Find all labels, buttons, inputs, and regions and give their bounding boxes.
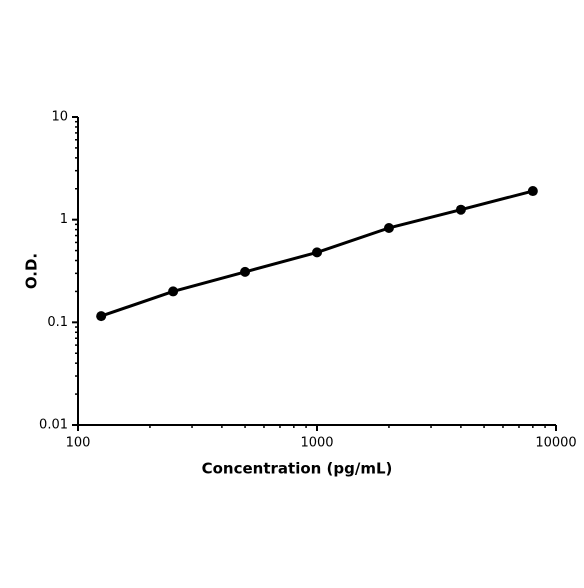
data-point (383, 222, 394, 233)
y-axis-title: O.D. (23, 253, 41, 289)
y-tick-label: 1 (60, 212, 68, 227)
data-point (96, 311, 107, 322)
x-tick-label: 100 (66, 436, 91, 451)
data-point (527, 186, 538, 197)
x-tick-label: 10000 (535, 436, 576, 451)
data-point (168, 286, 179, 297)
data-point (455, 204, 466, 215)
y-tick-label: 10 (51, 110, 68, 125)
y-tick-label: 0.1 (47, 315, 68, 330)
x-axis-title: Concentration (pg/mL) (202, 460, 393, 478)
data-point (312, 247, 322, 258)
x-tick-label: 1000 (300, 436, 333, 451)
y-tick-label: 0.01 (39, 418, 68, 433)
data-point (240, 266, 251, 277)
